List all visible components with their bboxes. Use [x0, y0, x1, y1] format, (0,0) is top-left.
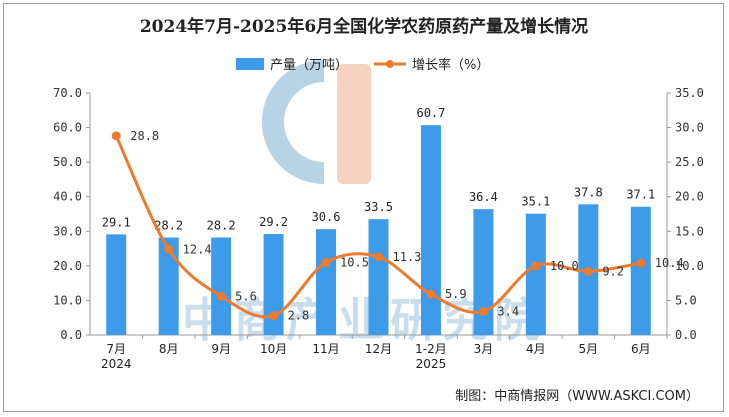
- chart-svg: 中商产业研究院 2024年7月-2025年6月全国化学农药原药产量及增长情况 产…: [53, 16, 704, 404]
- bar-value-label: 29.1: [102, 215, 131, 229]
- growth-value-label: 5.9: [445, 287, 467, 301]
- growth-line-point: [426, 289, 436, 299]
- growth-line-point: [321, 257, 331, 267]
- x-category-label: 4月: [526, 342, 546, 356]
- growth-line-point: [478, 306, 488, 316]
- bar-value-label: 37.8: [574, 185, 603, 199]
- bar-value-label: 28.2: [154, 219, 183, 233]
- bar-value-label: 37.1: [626, 188, 655, 202]
- growth-value-label: 9.2: [602, 264, 624, 278]
- bar-value-label: 33.5: [364, 200, 393, 214]
- growth-value-label: 5.6: [235, 289, 257, 303]
- legend: 产量（万吨） 增长率（%）: [236, 57, 489, 73]
- bar: [630, 206, 651, 335]
- growth-value-label: 10.4: [655, 256, 684, 270]
- right-tick-label: 15.0: [675, 224, 704, 238]
- growth-line-point: [111, 131, 121, 141]
- growth-line-point: [636, 258, 646, 268]
- bar: [368, 219, 389, 335]
- growth-line-point: [374, 252, 383, 262]
- legend-swatch-output: [236, 58, 264, 70]
- x-category-label: 11月: [312, 342, 339, 356]
- x-category-label: 5月: [578, 342, 598, 356]
- x-category-label: 3月: [474, 342, 494, 356]
- x-category-label: 10月: [260, 342, 287, 356]
- right-tick-label: 30.0: [675, 121, 704, 135]
- growth-value-label: 2.8: [288, 309, 310, 323]
- x-category-label: 1-2月 2025: [415, 342, 447, 371]
- legend-label-growth: 增长率（%）: [412, 57, 489, 73]
- bar: [158, 237, 179, 335]
- growth-value-label: 10.5: [340, 255, 369, 269]
- growth-value-label: 11.3: [393, 250, 422, 264]
- right-tick-label: 10.0: [675, 259, 704, 273]
- right-tick-label: 5.0: [675, 293, 697, 307]
- chart-title: 2024年7月-2025年6月全国化学农药原药产量及增长情况: [140, 16, 588, 37]
- legend-label-output: 产量（万吨）: [270, 58, 348, 73]
- axes: 0.0 10.0 20.0 30.0 40.0 50.0 60.0 70.0 0.0 5.0 10.…: [53, 86, 704, 371]
- left-tick-label: 20.0: [53, 259, 82, 273]
- growth-line-point: [269, 311, 279, 321]
- x-category-label: 12月: [365, 342, 392, 356]
- bar-value-label: 28.2: [207, 219, 236, 233]
- growth-value-label: 28.8: [130, 129, 159, 143]
- left-tick-label: 10.0: [53, 293, 82, 307]
- left-tick-label: 30.0: [53, 224, 82, 238]
- growth-value-label: 10.0: [550, 259, 579, 273]
- left-tick-label: 70.0: [53, 86, 82, 100]
- bar-value-label: 60.7: [417, 106, 446, 120]
- chart-frame: 中商产业研究院 2024年7月-2025年6月全国化学农药原药产量及增长情况 产…: [3, 3, 724, 412]
- right-tick-label: 0.0: [675, 328, 697, 342]
- source-note: 制图：中商情报网（WWW.ASKCI.COM）: [455, 389, 699, 404]
- growth-line-point: [216, 291, 226, 301]
- watermark-logo-bar: [337, 64, 371, 184]
- bar: [316, 229, 337, 335]
- bar: [263, 234, 284, 335]
- bar-value-label: 29.2: [259, 215, 288, 229]
- left-tick-label: 60.0: [53, 121, 82, 135]
- bar-value-label: 36.4: [469, 190, 498, 204]
- bar: [211, 237, 232, 335]
- x-category-label: 6月: [631, 342, 651, 356]
- growth-line-point: [164, 244, 174, 254]
- growth-line-path: [114, 135, 642, 319]
- growth-line-point: [531, 261, 541, 271]
- bar-series-output: 29.1 28.2 28.2 29.2 30.6 33.5 60.7 36.4 35.1 37.8…: [102, 106, 655, 335]
- line-series-growth: 28.8 12.4 5.6 2.8 10.5 11.3 5.9 3.4 10.0 9.2 10.4: [111, 129, 684, 323]
- growth-value-label: 12.4: [183, 242, 212, 256]
- bar: [473, 209, 494, 335]
- bar: [106, 234, 127, 335]
- growth-value-label: 3.4: [497, 304, 519, 318]
- legend-swatch-growth-marker: [386, 60, 394, 68]
- left-tick-label: 40.0: [53, 190, 82, 204]
- bar-value-label: 35.1: [521, 195, 550, 209]
- left-tick-label: 50.0: [53, 155, 82, 169]
- bar-value-label: 30.6: [312, 210, 341, 224]
- left-tick-label: 0.0: [60, 328, 82, 342]
- right-tick-label: 35.0: [675, 86, 704, 100]
- x-category-label: 8月: [159, 342, 179, 356]
- x-category-label: 9月: [211, 342, 231, 356]
- x-category-label: 7月 2024: [101, 342, 132, 371]
- right-tick-label: 20.0: [675, 190, 704, 204]
- growth-line-point: [583, 266, 593, 276]
- right-tick-label: 25.0: [675, 155, 704, 169]
- bar: [420, 125, 441, 335]
- watermark-logo-c-shape: [261, 59, 324, 184]
- bar: [525, 213, 546, 335]
